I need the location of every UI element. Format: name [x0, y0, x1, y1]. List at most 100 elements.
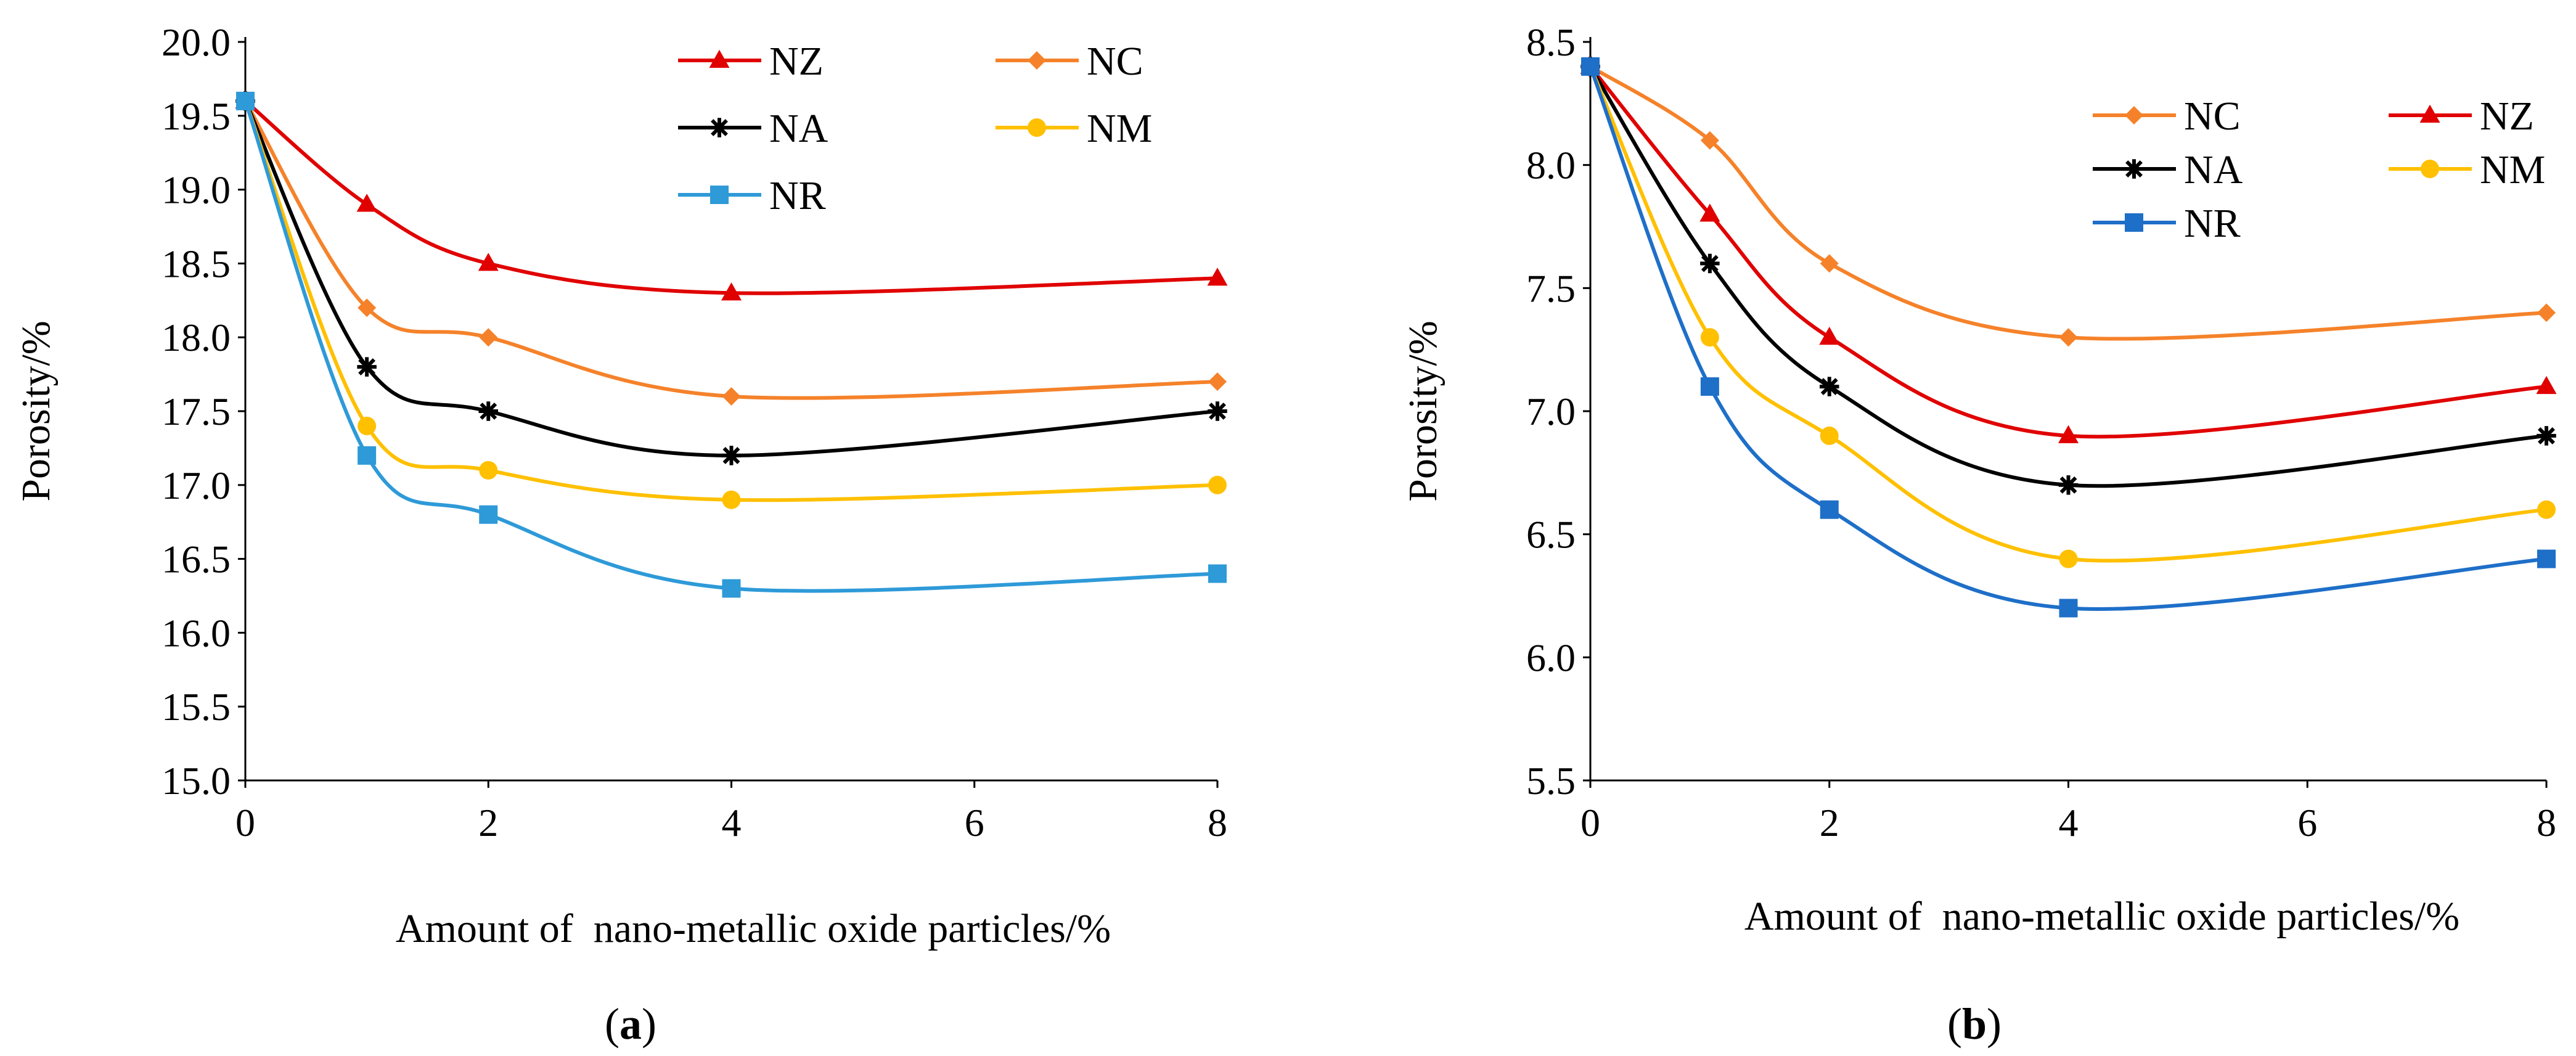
legend-label: NZ	[2480, 94, 2534, 139]
data-point-NM	[358, 416, 377, 435]
data-point-NA	[1820, 377, 1839, 396]
data-point-NA	[2058, 475, 2079, 495]
panel-b: 5.5 6.0 6.5 7.0 7.5 8.0 8.5 0 2 4 6 8 Porosity/% Amou…	[1400, 20, 2557, 1049]
y-tick-label: 8.5	[1526, 20, 1576, 64]
series-line-NC	[243, 100, 1218, 400]
x-tick-label: 2	[1820, 801, 1839, 845]
x-tick-label: 6	[965, 801, 984, 845]
data-point-NC	[722, 387, 741, 406]
caption-letter: a	[619, 999, 642, 1049]
legend-marker	[2125, 106, 2143, 125]
data-point-NC	[2059, 328, 2078, 347]
series-line-NA	[1589, 65, 2547, 488]
data-point-NC	[1700, 131, 1719, 150]
series-NC	[236, 91, 1227, 406]
caption-letter: b	[1962, 999, 1987, 1049]
data-point-NZ	[1699, 203, 1720, 222]
data-point-NR	[1208, 564, 1227, 583]
data-point-NR	[722, 579, 741, 598]
legend-entry-NC: NC	[996, 39, 1143, 84]
legend-entry-NM: NM	[996, 106, 1152, 151]
legend-label: NC	[1087, 39, 1143, 84]
data-point-NR	[236, 91, 255, 110]
series-NR	[236, 91, 1227, 598]
legend-marker	[2419, 104, 2440, 123]
data-point-NM	[2059, 549, 2078, 568]
legend-label: NR	[769, 173, 826, 218]
legend-entry-NR: NR	[2093, 201, 2241, 246]
legend-marker	[709, 49, 730, 68]
data-point-NZ	[1819, 326, 1840, 345]
series-line-NM	[1589, 65, 2547, 563]
data-point-NZ	[2058, 425, 2079, 443]
y-axis-title: Porosity/%	[14, 321, 59, 501]
data-point-NZ	[2536, 375, 2557, 395]
x-tick-label: 2	[478, 801, 498, 845]
y-tick-label: 16.0	[162, 611, 231, 655]
y-tick-label: 15.5	[162, 685, 231, 729]
data-point-NA	[721, 446, 742, 465]
data-point-NR	[1700, 377, 1719, 396]
y-tick-label: 6.0	[1526, 636, 1576, 679]
data-point-NA	[357, 357, 377, 377]
legend-marker	[2125, 213, 2143, 232]
legend-entry-NZ: NZ	[678, 39, 824, 84]
panel-a: 15.0 15.5 16.0 16.5 17.0 17.5 18.0 18.5 19.0 19.5…	[14, 20, 1228, 1049]
y-tick-label: 18.5	[162, 242, 231, 285]
legend-marker	[709, 118, 729, 137]
data-point-NR	[2059, 599, 2078, 618]
series-NA	[235, 91, 1227, 465]
legend-marker	[2124, 159, 2144, 179]
legend-label: NR	[2184, 201, 2241, 246]
data-point-NZ	[478, 253, 499, 271]
legend-entry-NZ: NZ	[2389, 94, 2534, 139]
legend-entry-NR: NR	[678, 173, 826, 218]
series-line-NM	[243, 100, 1218, 502]
y-tick-label: 6.5	[1526, 513, 1576, 557]
legend-marker	[2421, 160, 2439, 178]
x-axis-title: Amount of nano-metallic oxide particles/…	[1744, 894, 2459, 939]
data-point-NR	[1820, 500, 1839, 519]
series-line-NZ	[244, 99, 1218, 295]
data-point-NC	[479, 328, 498, 347]
data-point-NC	[1208, 372, 1227, 391]
series-line-NA	[243, 100, 1218, 457]
panel-caption: (a)	[605, 999, 656, 1049]
data-point-NC	[2537, 303, 2556, 322]
x-tick-label: 8	[1208, 801, 1227, 845]
y-tick-label: 15.0	[162, 759, 231, 803]
y-axis-title: Porosity/%	[1400, 321, 1445, 501]
x-tick-label: 4	[722, 801, 742, 845]
series-NZ	[235, 90, 1228, 301]
x-tick-label: 8	[2537, 801, 2556, 845]
legend-entry-NA: NA	[678, 106, 828, 151]
legend-marker	[1028, 118, 1046, 137]
data-point-NZ	[1207, 268, 1228, 286]
panel-caption: (b)	[1947, 999, 2002, 1049]
legend-label: NM	[1087, 106, 1152, 151]
data-point-NM	[722, 490, 741, 509]
legend-label: NA	[2184, 147, 2243, 192]
data-point-NA	[478, 401, 498, 421]
y-tick-label: 19.0	[162, 168, 231, 212]
x-axis-title: Amount of nano-metallic oxide particles/…	[396, 906, 1111, 951]
legend-entry-NC: NC	[2093, 94, 2241, 139]
legend-label: NM	[2480, 147, 2545, 192]
x-tick-label: 4	[2059, 801, 2079, 845]
data-point-NZ	[356, 194, 377, 212]
y-tick-label: 20.0	[162, 20, 231, 64]
series-line-NR	[1589, 65, 2547, 611]
y-tick-label: 7.5	[1526, 266, 1576, 310]
data-point-NR	[358, 446, 377, 465]
x-tick-label: 0	[235, 801, 255, 845]
x-tick-label: 0	[1580, 801, 1600, 845]
x-tick-label: 6	[2297, 801, 2317, 845]
data-point-NM	[1820, 426, 1839, 445]
legend-entry-NM: NM	[2389, 147, 2545, 192]
legend-entry-NA: NA	[2093, 147, 2243, 192]
y-tick-label: 18.0	[162, 316, 231, 359]
y-tick-label: 19.5	[162, 94, 231, 138]
series-line-NZ	[1589, 65, 2547, 439]
data-point-NR	[479, 505, 498, 524]
